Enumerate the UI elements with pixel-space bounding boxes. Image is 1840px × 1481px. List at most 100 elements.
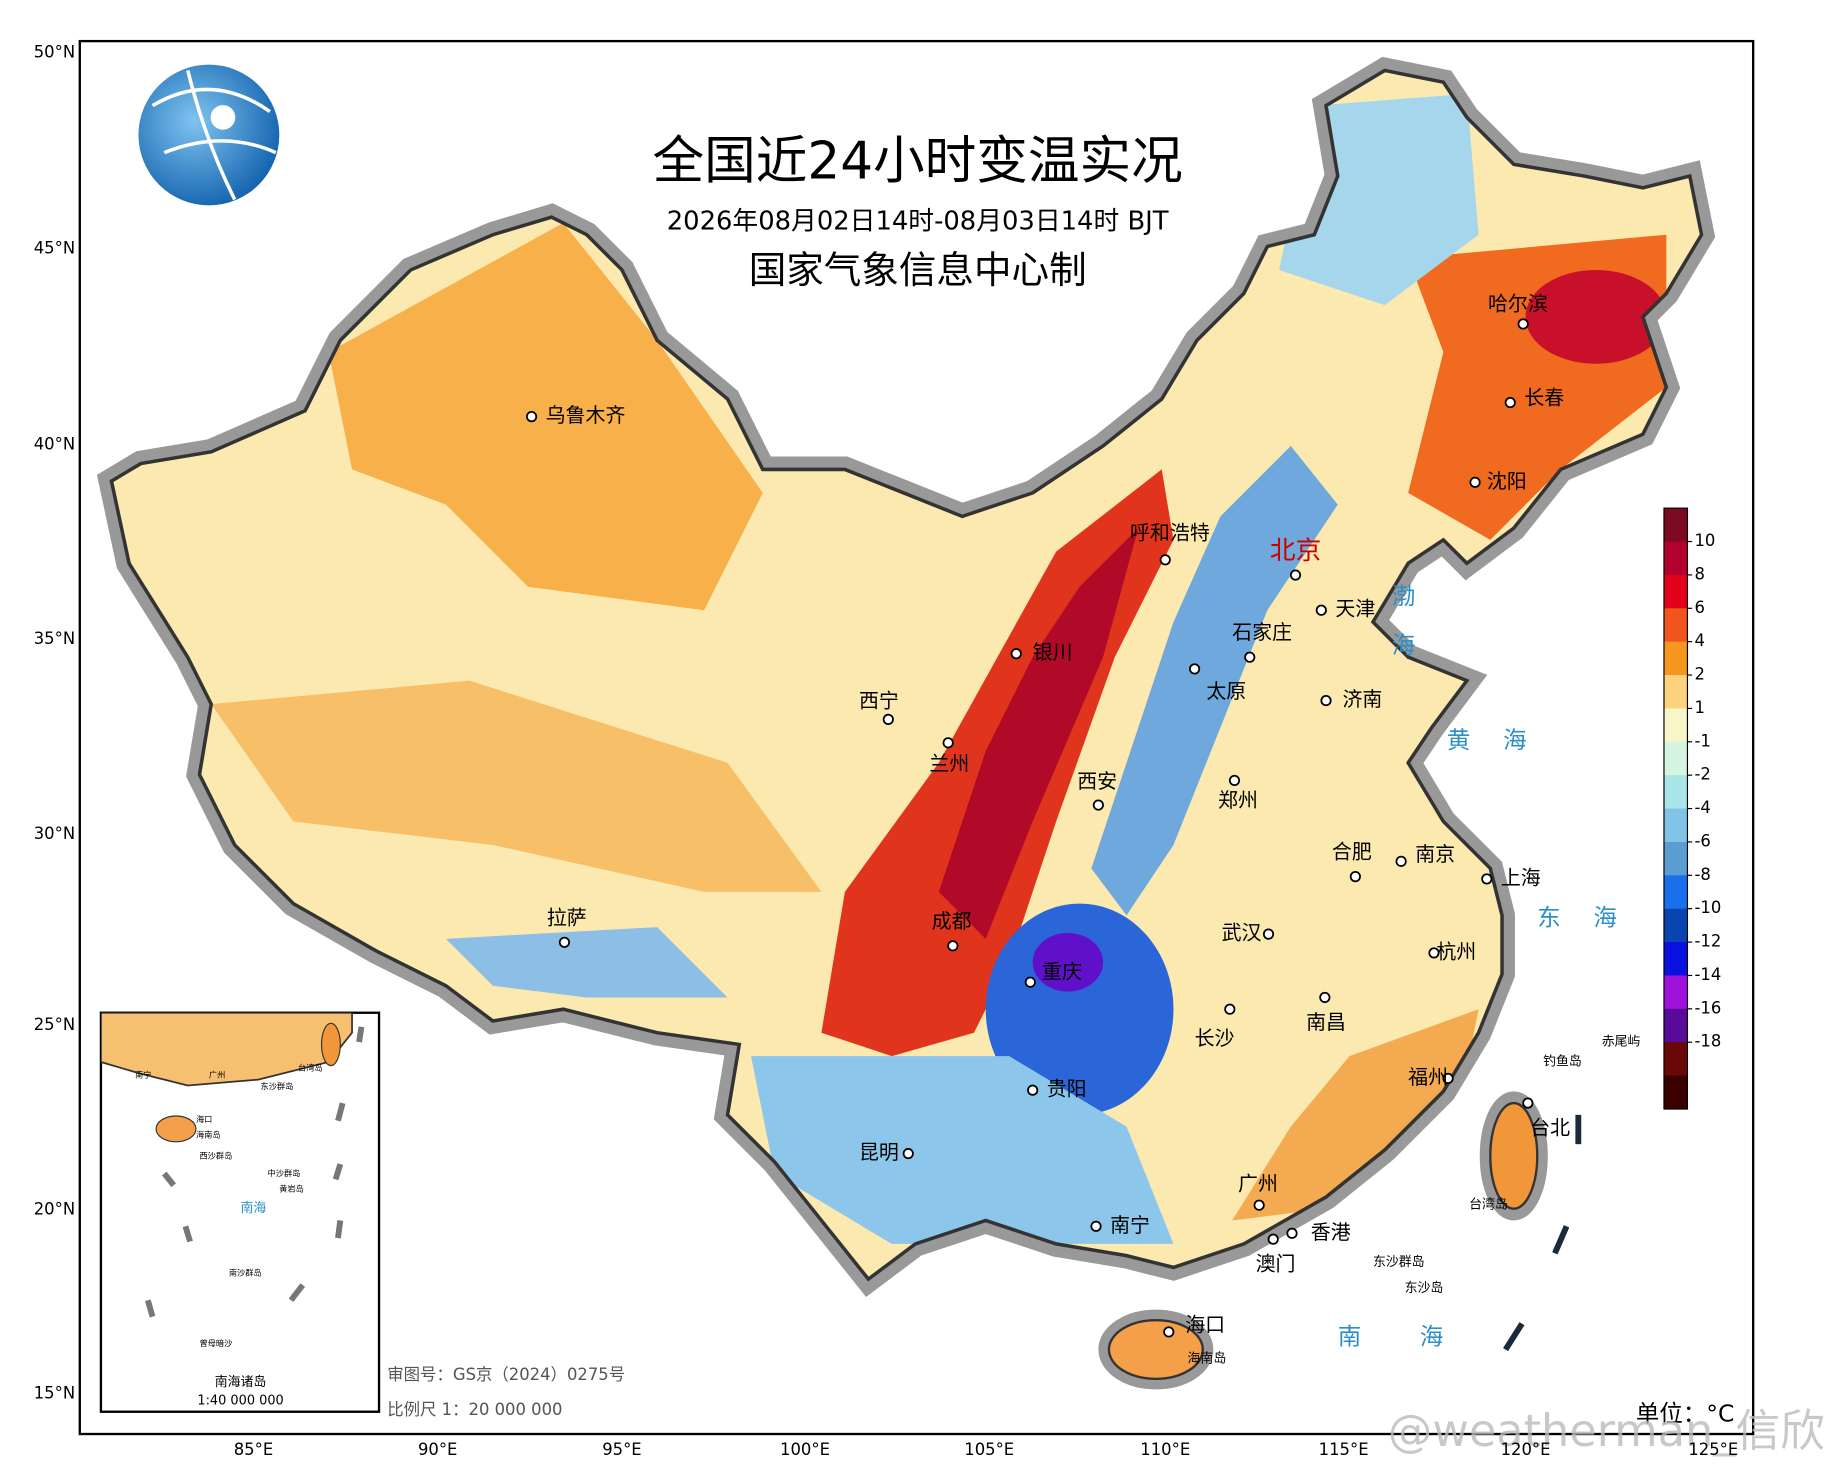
colorbar-segment <box>1663 641 1688 676</box>
colorbar-label: -16 <box>1694 998 1721 1017</box>
dash <box>288 1283 306 1303</box>
sea-label: 南海 <box>1338 1322 1502 1350</box>
lon-label: 105°E <box>964 1440 1014 1459</box>
colorbar-segment <box>1663 1042 1688 1077</box>
lat-label: 15°N <box>34 1384 75 1403</box>
colorbar-segment <box>1663 908 1688 943</box>
city-label: 北京 <box>1270 536 1322 566</box>
city-marker <box>882 713 894 725</box>
colorbar-segment <box>1663 574 1688 609</box>
city-marker <box>558 936 571 948</box>
hainan-halo <box>1098 1309 1214 1390</box>
dash <box>1503 1322 1525 1352</box>
title: 全国近24小时变温实况 <box>652 131 1182 191</box>
city-label: 上海 <box>1501 865 1541 889</box>
field-patch <box>211 680 822 892</box>
colorbar-segment <box>1663 841 1688 876</box>
inset-label: 曾母暗沙 <box>199 1338 232 1348</box>
colorbar-label: -8 <box>1694 865 1710 884</box>
inset-hainan <box>155 1115 197 1143</box>
city-marker <box>1517 318 1529 330</box>
dash <box>145 1299 156 1318</box>
nine-dash-line <box>1503 1114 1582 1352</box>
inset-label: 海南岛 <box>196 1129 221 1139</box>
inset-title: 南海诸岛 <box>215 1374 267 1390</box>
island-label: 台湾岛 <box>1469 1197 1508 1213</box>
city-marker <box>1481 873 1493 885</box>
inset-scale: 1:40 000 000 <box>197 1394 283 1409</box>
city-marker <box>1090 1220 1102 1232</box>
city-label: 银川 <box>1033 640 1073 664</box>
city-marker <box>1024 976 1036 988</box>
unit: 单位：°C <box>1636 1400 1734 1428</box>
land-shadow <box>111 70 1701 1390</box>
city-marker <box>1522 1097 1534 1109</box>
lon-label: 100°E <box>780 1440 830 1459</box>
inset-label: 黄岩岛 <box>279 1183 304 1193</box>
colorbar-segment <box>1663 508 1688 543</box>
dash <box>1552 1225 1570 1255</box>
field-patch <box>1525 269 1667 364</box>
colorbar-segment <box>1663 942 1688 977</box>
lat-label: 30°N <box>34 824 75 843</box>
inset-map <box>100 1012 365 1318</box>
inset-label: 东沙群岛 <box>261 1081 294 1091</box>
city-marker <box>526 411 538 423</box>
lon-label: 115°E <box>1319 1440 1369 1459</box>
city-label: 台北 <box>1530 1115 1570 1139</box>
field-patch <box>445 927 728 998</box>
city-label: 南宁 <box>1110 1213 1150 1237</box>
field-patch <box>985 903 1174 1115</box>
lat-label: 45°N <box>34 238 75 257</box>
city-label: 长春 <box>1524 386 1564 410</box>
lon-label: 85°E <box>234 1440 273 1459</box>
field-patch <box>1232 1009 1479 1221</box>
city-label: 香港 <box>1311 1220 1351 1244</box>
colorbar-label: 8 <box>1694 564 1704 583</box>
city-marker <box>1262 928 1275 940</box>
lat-label: 35°N <box>34 629 75 648</box>
lat-label: 40°N <box>34 434 75 453</box>
city-marker <box>1228 774 1241 786</box>
field-patch <box>938 528 1139 939</box>
city-label: 南京 <box>1415 842 1455 866</box>
field-patch <box>1032 932 1104 992</box>
colorbar-label: -1 <box>1694 731 1710 750</box>
city-label: 重庆 <box>1042 959 1082 983</box>
sea-label: 渤海 <box>1387 583 1415 682</box>
city-label: 郑州 <box>1218 788 1258 812</box>
city-label: 杭州 <box>1436 939 1476 963</box>
city-label: 沈阳 <box>1487 469 1527 493</box>
approval-number: 审图号：GS京（2024）0275号 <box>387 1365 625 1384</box>
producer: 国家气象信息中心制 <box>749 248 1087 292</box>
city-marker <box>1027 1084 1039 1096</box>
city-label: 济南 <box>1342 687 1382 711</box>
city-marker <box>1469 476 1481 488</box>
colorbar-segment <box>1663 541 1688 576</box>
inset-label: 台湾岛 <box>298 1062 323 1072</box>
city-marker <box>1428 947 1440 959</box>
subtitle: 2026年08月02日14时-08月03日14时 BJT <box>667 206 1169 236</box>
hainan <box>1107 1319 1204 1381</box>
city-label: 乌鲁木齐 <box>546 403 626 427</box>
city-label: 长沙 <box>1195 1026 1235 1050</box>
city-label: 福州 <box>1408 1065 1448 1089</box>
city-label: 成都 <box>932 909 972 933</box>
field-patch <box>1091 445 1338 916</box>
island-label: 东沙群岛 <box>1373 1254 1425 1270</box>
city-marker <box>1244 651 1256 663</box>
inset-label: 南宁 <box>135 1069 151 1079</box>
dash <box>335 1220 344 1239</box>
colorbar-label: -4 <box>1694 798 1710 817</box>
city-label: 海口 <box>1185 1313 1225 1337</box>
city-marker <box>1320 695 1332 707</box>
lon-label: 95°E <box>602 1440 641 1459</box>
lat-label: 25°N <box>34 1015 75 1034</box>
inset-label: 广州 <box>209 1069 225 1079</box>
inset-land <box>100 1012 353 1087</box>
city-label: 呼和浩特 <box>1130 520 1210 544</box>
island-label: 东沙岛 <box>1405 1280 1444 1296</box>
colorbar-label: -6 <box>1694 831 1710 850</box>
city-label: 合肥 <box>1332 840 1372 864</box>
city-marker <box>1224 1003 1236 1015</box>
